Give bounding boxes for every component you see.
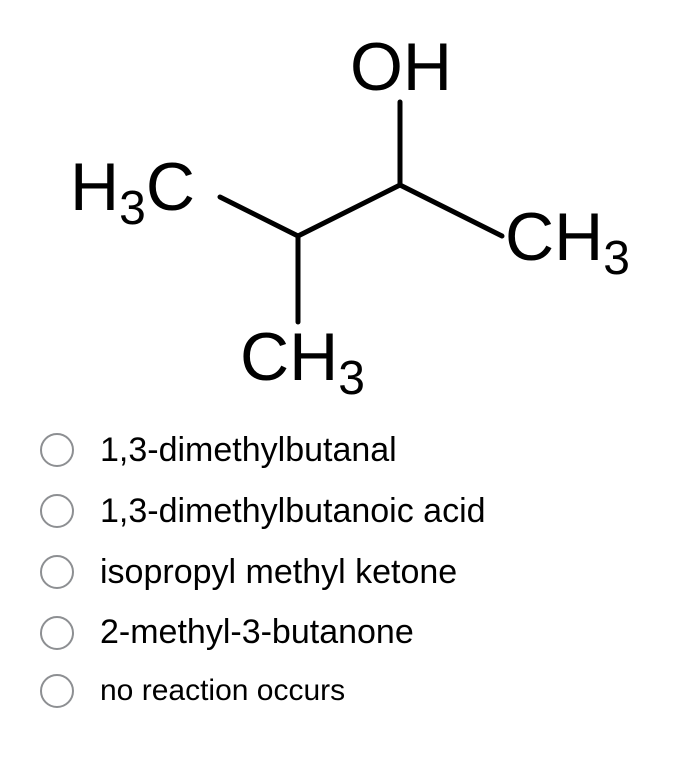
label-h3c: H3C <box>70 149 195 235</box>
label-ch3-bottom: CH3 <box>240 319 365 405</box>
radio-icon[interactable] <box>40 674 74 708</box>
option-label: 1,3-dimethylbutanal <box>100 430 397 471</box>
radio-icon[interactable] <box>40 494 74 528</box>
label-oh: OH <box>350 29 452 105</box>
bond-group <box>220 102 502 322</box>
option-label: 2-methyl-3-butanone <box>100 612 414 653</box>
radio-icon[interactable] <box>40 433 74 467</box>
option-row[interactable]: 1,3-dimethylbutanoic acid <box>40 491 486 532</box>
option-row[interactable]: no reaction occurs <box>40 673 486 709</box>
chemical-structure: OH H3C CH3 CH3 <box>60 10 660 410</box>
radio-icon[interactable] <box>40 555 74 589</box>
radio-icon[interactable] <box>40 616 74 650</box>
option-label: 1,3-dimethylbutanoic acid <box>100 491 486 532</box>
option-row[interactable]: 1,3-dimethylbutanal <box>40 430 486 471</box>
option-row[interactable]: isopropyl methyl ketone <box>40 552 486 593</box>
label-ch3-right: CH3 <box>505 199 630 285</box>
option-label: no reaction occurs <box>100 673 345 709</box>
options-list: 1,3-dimethylbutanal 1,3-dimethylbutanoic… <box>40 430 486 709</box>
option-row[interactable]: 2-methyl-3-butanone <box>40 612 486 653</box>
option-label: isopropyl methyl ketone <box>100 552 457 593</box>
